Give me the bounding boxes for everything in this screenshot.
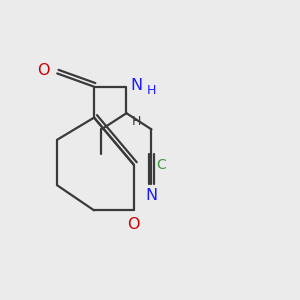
Text: N: N <box>130 78 142 93</box>
Text: C: C <box>157 158 166 172</box>
Text: H: H <box>147 84 156 97</box>
Text: O: O <box>38 63 50 78</box>
Text: N: N <box>146 188 158 203</box>
Text: H: H <box>132 115 141 128</box>
Text: O: O <box>128 217 140 232</box>
